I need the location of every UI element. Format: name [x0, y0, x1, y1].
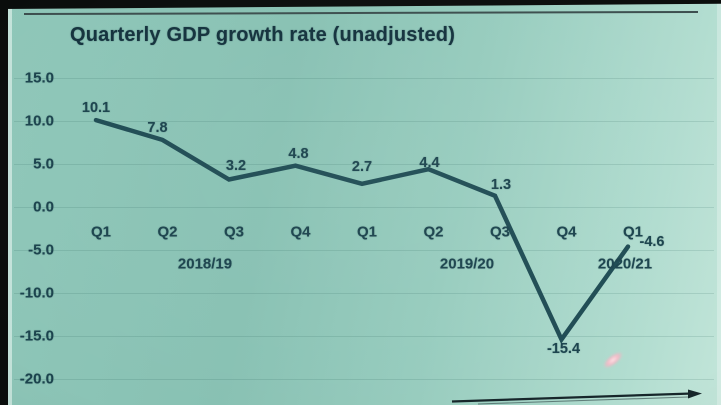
x-axis-quarter-label: Q2 — [157, 223, 178, 241]
y-axis-tick-label: -5.0 — [28, 241, 54, 259]
data-point-label: -15.4 — [546, 341, 581, 358]
data-point-label: -4.6 — [639, 233, 665, 250]
x-axis-year-label: 2018/19 — [177, 255, 233, 273]
x-axis-year-label: 2019/20 — [439, 255, 495, 273]
gridline — [14, 379, 714, 380]
x-axis-quarter-label: Q1 — [622, 223, 644, 241]
x-axis-quarter-label: Q4 — [290, 223, 311, 241]
data-point-label: 2.7 — [351, 158, 373, 175]
x-axis-quarter-label: Q1 — [90, 223, 112, 241]
y-axis-tick-label: -15.0 — [19, 327, 54, 345]
gridline — [14, 164, 714, 165]
gridline — [14, 121, 714, 122]
chart-title: Quarterly GDP growth rate (unadjusted) — [70, 24, 456, 46]
y-axis-tick-label: 15.0 — [24, 69, 54, 87]
slide-right-edge-highlight — [717, 0, 721, 405]
data-point-label: 10.1 — [81, 100, 111, 117]
gdp-growth-line-series — [93, 117, 631, 344]
photo-frame-left-bar — [0, 0, 8, 405]
y-axis-tick-label: -20.0 — [19, 370, 54, 388]
gridline — [14, 293, 714, 294]
slide-left-edge-highlight — [8, 0, 12, 405]
x-axis-quarter-label: Q3 — [489, 223, 511, 241]
photo-frame-top-bar — [0, 0, 721, 9]
gridline — [14, 207, 714, 208]
x-axis-quarter-label: Q1 — [356, 223, 378, 241]
x-axis-year-label: 2020/21 — [597, 255, 653, 273]
data-point-label: 4.4 — [419, 155, 440, 172]
gridline — [14, 78, 714, 79]
gridline — [14, 250, 714, 251]
x-axis-quarter-label: Q2 — [423, 223, 444, 241]
y-axis-tick-label: 10.0 — [24, 112, 54, 130]
data-point-label: 3.2 — [225, 158, 247, 175]
data-point-label: 4.8 — [288, 145, 309, 162]
x-axis-quarter-label: Q3 — [223, 223, 245, 241]
bottom-right-arrow — [451, 389, 702, 405]
y-axis-tick-label: 0.0 — [33, 198, 54, 216]
data-point-label: 7.8 — [147, 119, 168, 136]
data-point-label: 1.3 — [490, 176, 512, 193]
y-axis-tick-label: -10.0 — [19, 284, 54, 302]
x-axis-quarter-label: Q4 — [556, 223, 577, 241]
gridline — [14, 336, 714, 337]
y-axis-tick-label: 5.0 — [33, 155, 54, 173]
